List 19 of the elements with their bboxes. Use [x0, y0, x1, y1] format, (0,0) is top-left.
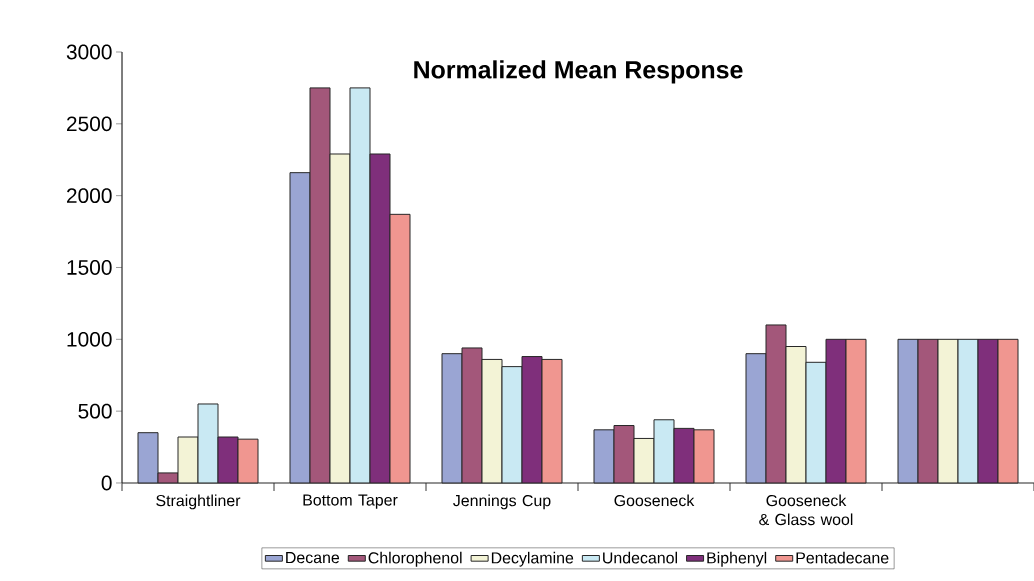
x-tick-label: Bottom Taper [303, 494, 398, 509]
legend-label: Undecanol [603, 551, 677, 564]
y-tick-label: 500 [78, 403, 112, 419]
y-tick-label: 2500 [66, 116, 112, 132]
y-tick-label: 3000 [66, 44, 112, 60]
y-tick-label: 0 [101, 475, 112, 491]
y-tick-label: 2000 [66, 188, 112, 204]
legend-label: Chlorophenol [368, 551, 462, 567]
legend-label: Decane [286, 552, 340, 564]
legend-label: Biphenyl [707, 551, 767, 567]
x-tick-label: Straightliner [156, 494, 241, 510]
legend-label: Decylamine [491, 551, 574, 567]
x-tick-label: Gooseneck & Glass wool [759, 494, 853, 526]
x-tick-label: Jennings Cup [453, 494, 551, 510]
x-tick-label: Gooseneck [614, 494, 695, 507]
legend-label: Pentadecane [796, 551, 889, 564]
y-tick-label: 1500 [67, 260, 112, 275]
y-tick-label: 1000 [67, 331, 112, 347]
chart-title: Normalized Mean Response [414, 60, 743, 84]
